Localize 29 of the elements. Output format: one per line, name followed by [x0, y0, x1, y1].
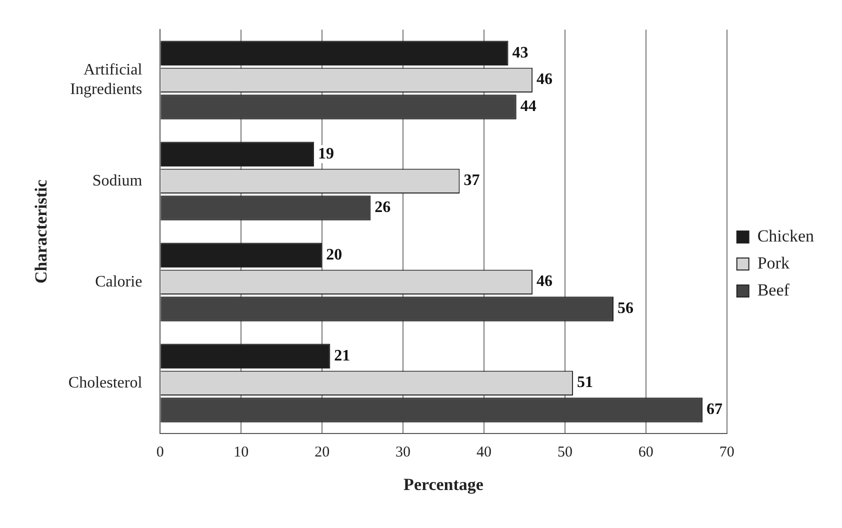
- y-axis-title: Characteristic: [32, 179, 51, 284]
- data-label: 46: [536, 273, 553, 290]
- legend-label: Pork: [757, 253, 790, 272]
- x-tick-label: 50: [557, 444, 572, 461]
- y-tick-label: Cholesterol: [68, 374, 143, 392]
- legend-label: Chicken: [757, 226, 814, 246]
- data-label: 67: [706, 401, 723, 418]
- data-label: 21: [334, 347, 350, 364]
- data-label: 37: [464, 172, 480, 190]
- x-tick-label: 30: [396, 444, 411, 461]
- legend-label: Beef: [757, 280, 790, 300]
- y-tick-label: Sodium: [92, 172, 143, 190]
- y-tick-label: Calorie: [95, 273, 142, 290]
- x-axis-title: Percentage: [404, 475, 484, 494]
- x-tick-label: 0: [156, 444, 164, 461]
- data-label: 43: [512, 44, 528, 62]
- x-tick-label: 60: [638, 444, 654, 461]
- data-label: 19: [318, 145, 334, 162]
- data-label: 44: [520, 98, 536, 116]
- x-tick-label: 10: [234, 444, 249, 461]
- data-label: 56: [618, 300, 634, 318]
- x-tick-label: 70: [719, 444, 734, 461]
- data-label: 51: [577, 374, 594, 392]
- data-label: 46: [536, 71, 553, 88]
- x-tick-label: 40: [476, 444, 492, 461]
- y-tick-label: Artificial Ingredients: [70, 62, 143, 98]
- data-label: 26: [374, 199, 391, 216]
- x-tick-label: 20: [314, 444, 330, 461]
- data-label: 20: [326, 246, 342, 264]
